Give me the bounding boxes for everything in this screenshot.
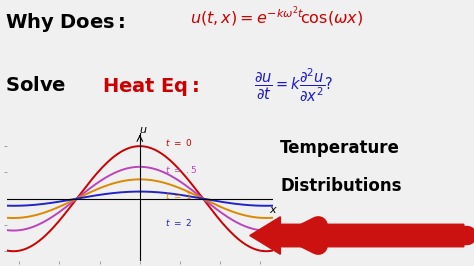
- Text: $\mathbf{Heat\ Eq:}$: $\mathbf{Heat\ Eq:}$: [102, 76, 199, 98]
- Text: $\mathbf{Why\ Does:}$: $\mathbf{Why\ Does:}$: [5, 11, 125, 34]
- Text: $u(t,x)=e^{-k\omega^2 t}\!\cos(\omega x)$: $u(t,x)=e^{-k\omega^2 t}\!\cos(\omega x)…: [190, 4, 363, 29]
- Text: $\mathit{t\ =\ 2}$: $\mathit{t\ =\ 2}$: [165, 217, 192, 228]
- Text: $x$: $x$: [269, 205, 278, 215]
- Text: $\mathit{t\ =\ .5}$: $\mathit{t\ =\ .5}$: [165, 164, 197, 175]
- Text: Temperature: Temperature: [280, 139, 400, 157]
- Text: $\dfrac{\partial u}{\partial t}=k\dfrac{\partial^2 u}{\partial x^2}?$: $\dfrac{\partial u}{\partial t}=k\dfrac{…: [254, 66, 333, 104]
- Text: $u$: $u$: [139, 124, 147, 135]
- Text: Distributions: Distributions: [280, 177, 402, 195]
- FancyArrow shape: [250, 217, 464, 254]
- Text: $\mathit{t\ =\ 0}$: $\mathit{t\ =\ 0}$: [165, 137, 192, 148]
- Text: $\mathit{t\ =\ 1}$: $\mathit{t\ =\ 1}$: [165, 190, 192, 201]
- Text: $\mathbf{Solve}$: $\mathbf{Solve}$: [5, 76, 66, 95]
